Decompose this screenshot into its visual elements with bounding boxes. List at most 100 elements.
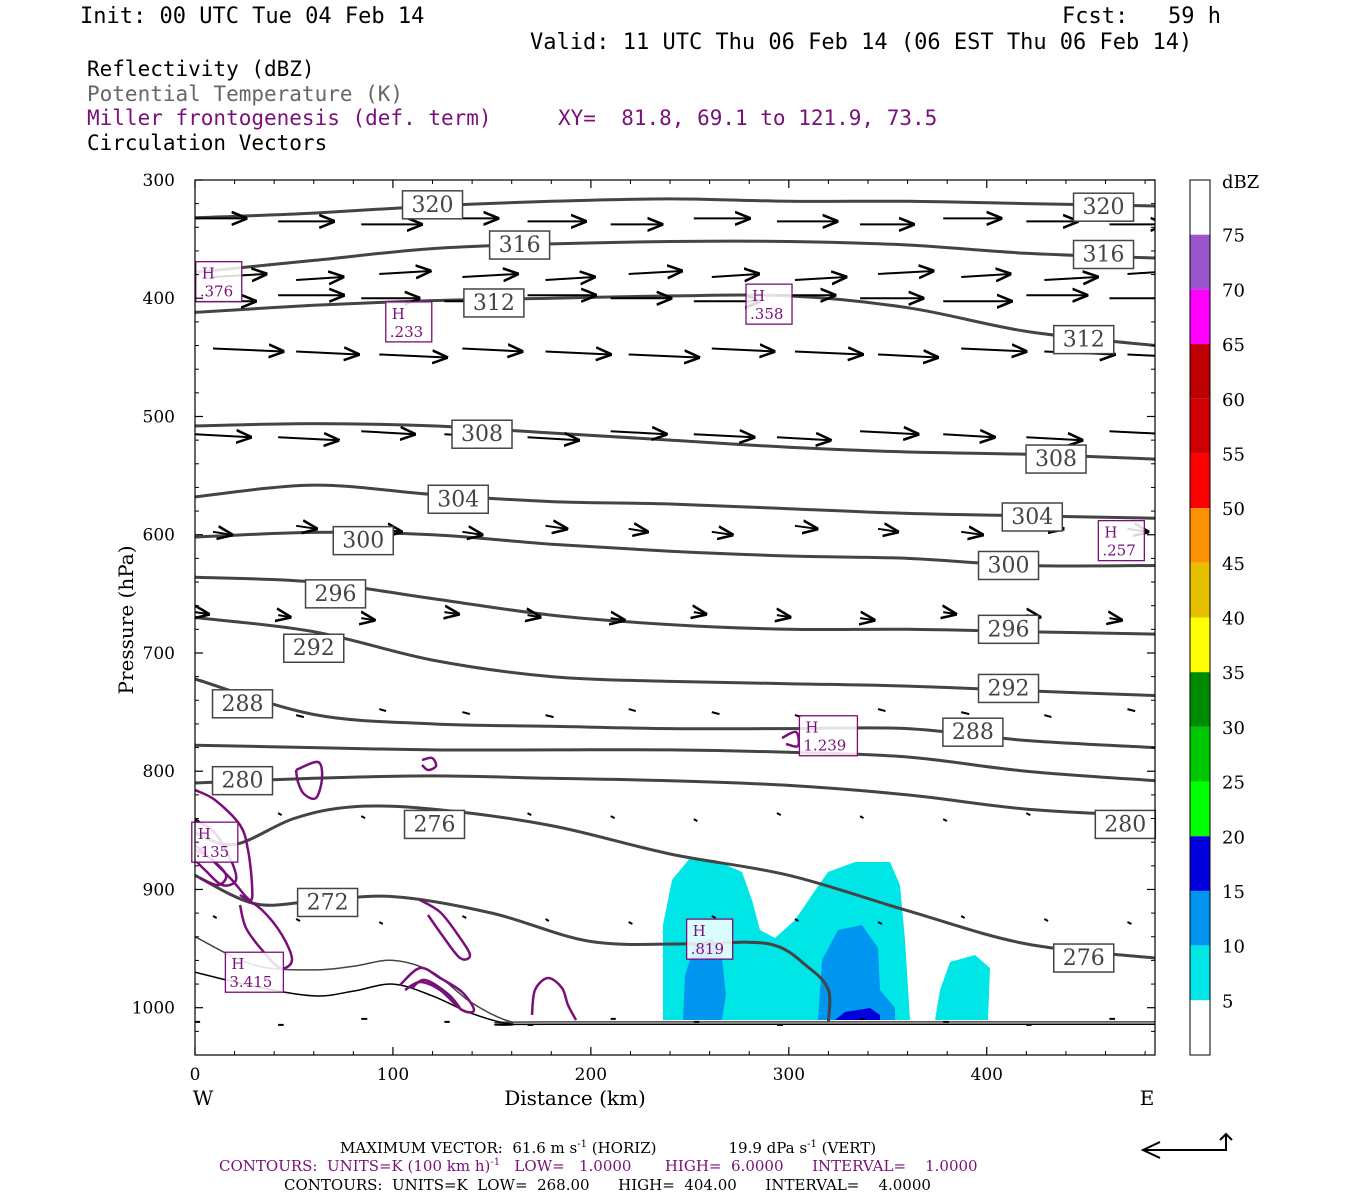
- theta-contour-info: CONTOURS: UNITS=K LOW= 268.00 HIGH= 404.…: [284, 1176, 931, 1194]
- circulation-vector: [545, 714, 554, 719]
- colorbar-swatch: [1190, 945, 1210, 1001]
- circulation-vector: [212, 915, 218, 919]
- svg-text:300: 300: [342, 529, 384, 554]
- theta-label: 296: [304, 579, 367, 609]
- frontogenesis-contour: [399, 966, 476, 1014]
- svg-text:.358: .358: [750, 305, 783, 323]
- reference-vector-icon: [1140, 1132, 1233, 1159]
- circulation-vector: [379, 271, 430, 274]
- theta-isentrope-276: [195, 804, 1155, 960]
- colorbar-unit: dBZ: [1222, 172, 1259, 193]
- y-axis-label: Pressure (hPa): [114, 546, 138, 695]
- colorbar-swatch: [1190, 180, 1210, 235]
- svg-text:H: H: [693, 922, 706, 940]
- theta-isentrope-312: [195, 293, 1155, 347]
- circulation-vector: [961, 532, 982, 535]
- circulation-vector: [1127, 921, 1132, 925]
- svg-text:308: 308: [1035, 447, 1077, 472]
- circulation-vector: [693, 434, 754, 437]
- west-label: W: [193, 1086, 214, 1110]
- colorbar-level-label: 5: [1222, 991, 1233, 1012]
- y-tick-label: 1000: [132, 999, 175, 1019]
- theta-label: 316: [1072, 239, 1135, 270]
- svg-text:288: 288: [952, 720, 994, 745]
- svg-text:308: 308: [461, 422, 503, 447]
- svg-text:.233: .233: [390, 323, 423, 341]
- field-reflectivity: Reflectivity (dBZ): [87, 57, 315, 81]
- colorbar-swatch: [1190, 617, 1210, 673]
- circulation-vector: [860, 618, 874, 620]
- svg-text:292: 292: [988, 676, 1030, 701]
- svg-text:300: 300: [988, 553, 1030, 578]
- theta-label: 272: [296, 887, 359, 918]
- frontogenesis-max-label: H.376: [195, 261, 243, 303]
- colorbar-level-label: 65: [1222, 335, 1245, 356]
- circulation-vector: [545, 351, 611, 354]
- colorbar-swatch: [1190, 890, 1210, 946]
- circulation-vectors: [195, 218, 1155, 1026]
- field-theta: Potential Temperature (K): [87, 82, 404, 106]
- x-tick-label: 300: [773, 1065, 805, 1085]
- svg-text:304: 304: [437, 487, 479, 512]
- circulation-vector: [1025, 812, 1031, 817]
- colorbar-swatch: [1190, 562, 1210, 618]
- y-tick-label: 300: [143, 171, 175, 191]
- circulation-vector: [711, 274, 759, 277]
- theta-label: 292: [283, 633, 345, 663]
- svg-text:296: 296: [988, 617, 1030, 642]
- circulation-vector: [628, 921, 633, 925]
- svg-text:.135: .135: [196, 843, 229, 861]
- theta-isentrope-308: [195, 422, 1155, 461]
- colorbar-swatch: [1190, 398, 1210, 454]
- colorbar-level-label: 75: [1222, 226, 1245, 247]
- theta-label: 276: [403, 809, 466, 840]
- svg-text:H: H: [231, 955, 244, 973]
- theta-label: 312: [463, 288, 525, 318]
- colorbar-level-label: 40: [1222, 609, 1245, 630]
- svg-text:3.415: 3.415: [229, 973, 272, 991]
- y-tick-label: 700: [143, 644, 175, 664]
- circulation-vector: [278, 437, 338, 440]
- circulation-vector: [195, 818, 200, 823]
- svg-text:272: 272: [307, 890, 349, 915]
- theta-label: 280: [1094, 809, 1157, 840]
- y-tick-label: 500: [143, 407, 175, 427]
- circulation-vector: [295, 918, 301, 922]
- colorbar-level-label: 55: [1222, 444, 1245, 465]
- circulation-vector: [878, 271, 933, 274]
- circulation-vector: [961, 274, 1010, 277]
- circulation-vector: [794, 277, 846, 280]
- frontogenesis-max-label: H1.239: [798, 715, 859, 757]
- circulation-vector: [528, 615, 540, 617]
- circulation-vector: [461, 915, 467, 919]
- frontogenesis-contour: [238, 893, 294, 970]
- circulation-vector: [859, 815, 864, 820]
- reflectivity-5dbz-east: [935, 955, 990, 1020]
- circulation-vector: [1026, 437, 1082, 440]
- theta-label: 300: [332, 525, 394, 556]
- svg-text:280: 280: [222, 769, 264, 794]
- circulation-vector: [361, 431, 414, 434]
- svg-text:H: H: [392, 305, 405, 323]
- theta-label: 316: [488, 230, 551, 260]
- circulation-vector: [610, 431, 667, 434]
- theta-isentrope-280: [195, 774, 1155, 818]
- circulation-vector: [545, 526, 567, 529]
- circulation-vector: [1127, 353, 1155, 357]
- theta-label: 300: [977, 550, 1040, 581]
- circulation-vector: [877, 708, 886, 713]
- colorbar-swatch: [1190, 726, 1210, 782]
- theta-label: 296: [977, 614, 1040, 645]
- frontogenesis-contour: [421, 756, 438, 772]
- circulation-vector: [278, 615, 290, 617]
- colorbar-swatch: [1190, 344, 1210, 399]
- cross-section-endpoints: XY= 81.8, 69.1 to 121.9, 73.5: [558, 106, 938, 130]
- circulation-vector: [610, 815, 616, 820]
- colorbar-swatch: [1190, 672, 1210, 727]
- reflectivity-15dbz: [835, 1008, 880, 1020]
- frontogenesis-contour-info: CONTOURS: UNITS=K (100 km h)-1 LOW= 1.00…: [219, 1157, 978, 1175]
- theta-label: 320: [401, 190, 464, 220]
- theta-isentrope-284: [195, 743, 1155, 783]
- max-vector-note: MAXIMUM VECTOR: 61.6 m s-1 (HORIZ) 19.9 d…: [340, 1139, 877, 1157]
